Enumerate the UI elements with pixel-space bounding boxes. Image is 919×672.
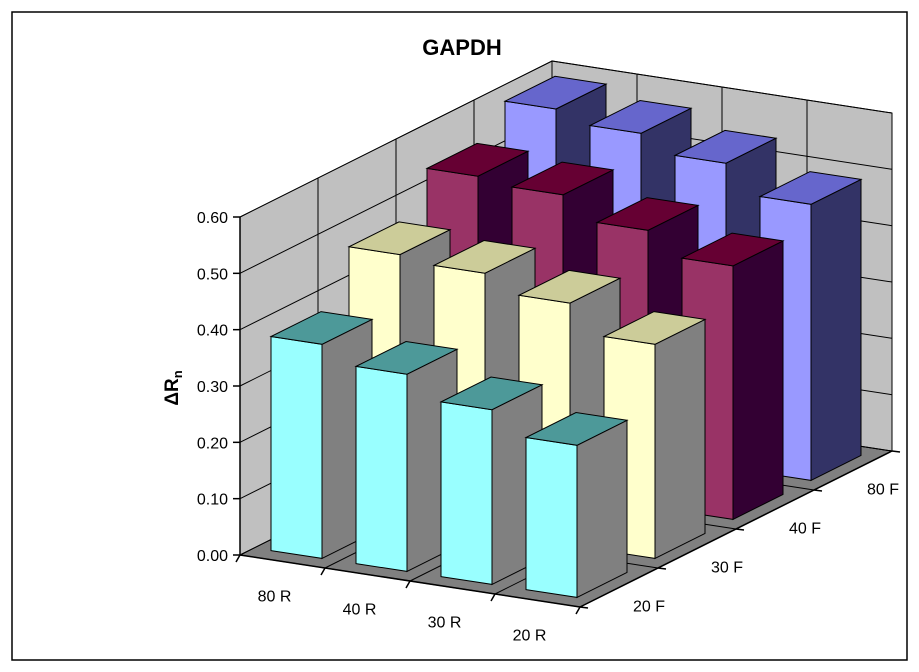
bar-top-face xyxy=(517,269,622,304)
bar-top-face xyxy=(439,376,544,411)
bar-side-face xyxy=(654,318,706,560)
bar-top-face xyxy=(673,129,778,164)
bar-front-face xyxy=(525,436,578,598)
bar-front-face xyxy=(355,365,408,572)
bar-top-face xyxy=(354,340,459,375)
bar-top-face xyxy=(602,311,707,345)
x-tick-label: 80 R xyxy=(258,589,292,606)
bar-side-face xyxy=(576,419,628,599)
bar-front-face xyxy=(270,335,323,559)
y-tick-label: 0.50 xyxy=(197,266,228,283)
x-tick-labels: 80 R 40 R 30 R 20 R xyxy=(258,589,547,645)
z-tick-mark xyxy=(579,606,589,609)
y-tick-label: 0.00 xyxy=(197,548,228,565)
bar-top-face xyxy=(432,239,537,274)
depth-tick-label: 80 F xyxy=(867,482,899,499)
z-tick-mark xyxy=(657,567,667,570)
bar-top-face xyxy=(269,311,374,345)
z-tick-mark xyxy=(891,450,901,453)
bar-top-face xyxy=(425,142,530,177)
x-tick-label: 40 R xyxy=(343,602,377,619)
bar-top-face xyxy=(758,171,863,205)
z-tick-mark xyxy=(735,528,745,531)
bar-20F-20R xyxy=(524,411,629,599)
bar-top-face xyxy=(588,99,693,134)
y-axis-label: ΔRn xyxy=(162,370,185,405)
bar-top-face xyxy=(347,221,452,256)
axes xyxy=(233,216,901,615)
depth-tick-label: 30 F xyxy=(711,560,743,577)
bar-top-face xyxy=(510,161,615,196)
bar-side-face xyxy=(732,240,784,521)
bar-side-face xyxy=(810,178,862,482)
x-tick-mark xyxy=(405,580,411,589)
bar-top-face xyxy=(595,197,700,231)
depth-tick-label: 40 F xyxy=(789,521,821,538)
y-tick-label: 0.20 xyxy=(197,435,228,452)
bar-top-face xyxy=(503,75,608,110)
x-tick-mark xyxy=(235,554,241,563)
y-tick-labels: 0.00 0.10 0.20 0.30 0.40 0.50 0.60 xyxy=(197,210,228,565)
bar-top-face xyxy=(524,411,629,446)
depth-tick-label: 20 F xyxy=(633,599,665,616)
bar-top-face xyxy=(680,232,785,267)
depth-tick-labels: 20 F 30 F 40 F 80 F xyxy=(633,482,899,616)
z-tick-mark xyxy=(813,489,823,492)
x-tick-mark xyxy=(575,606,581,615)
y-tick-label: 0.10 xyxy=(197,492,228,509)
gridline-y xyxy=(239,60,893,218)
y-tick-label: 0.40 xyxy=(197,323,228,340)
y-tick-label: 0.60 xyxy=(197,210,228,227)
x-tick-mark xyxy=(490,593,496,602)
x-tick-label: 20 R xyxy=(513,628,547,645)
bar-front-face xyxy=(440,401,493,585)
chart-title: GAPDH xyxy=(422,35,501,60)
bars xyxy=(269,75,863,599)
y-tick-label: 0.30 xyxy=(197,379,228,396)
x-tick-label: 30 R xyxy=(428,615,462,632)
x-tick-mark xyxy=(320,567,326,576)
